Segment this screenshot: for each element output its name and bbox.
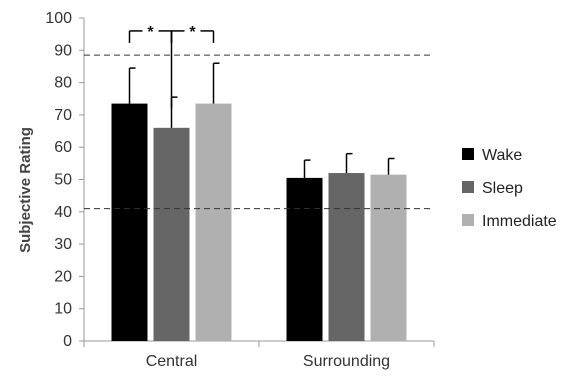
bar	[153, 127, 190, 341]
legend-label: Sleep	[482, 180, 523, 197]
y-tick-label: 100	[45, 10, 72, 27]
legend-label: Wake	[482, 147, 522, 164]
y-tick-label: 70	[54, 107, 72, 124]
bar	[195, 103, 232, 341]
significance-star: *	[147, 24, 154, 41]
legend: Wake Sleep Immediate	[462, 147, 557, 230]
y-tick-label: 10	[54, 301, 72, 318]
legend-label: Immediate	[482, 213, 557, 230]
significance-star: *	[189, 24, 196, 41]
y-tick-label: 0	[63, 333, 72, 350]
plot-area: 0 10 20 30 40 50 60 70 80 90 100 Central Surrounding…	[45, 10, 435, 370]
x-tick-label: Central	[146, 353, 198, 370]
y-tick-label: 40	[54, 204, 72, 221]
bar	[370, 174, 407, 341]
y-tick-label: 80	[54, 75, 72, 92]
legend-swatch	[462, 181, 474, 193]
y-tick-label: 60	[54, 139, 72, 156]
y-tick-label: 20	[54, 268, 72, 285]
bar	[328, 173, 365, 341]
bar	[286, 177, 323, 341]
y-axis-title: Subjective Rating	[17, 127, 34, 253]
x-tick-label: Surrounding	[303, 353, 390, 370]
legend-swatch	[462, 148, 474, 160]
y-tick-label: 90	[54, 42, 72, 59]
legend-swatch	[462, 214, 474, 226]
bar	[111, 103, 148, 341]
y-tick-label: 50	[54, 172, 72, 189]
y-tick-label: 30	[54, 236, 72, 253]
